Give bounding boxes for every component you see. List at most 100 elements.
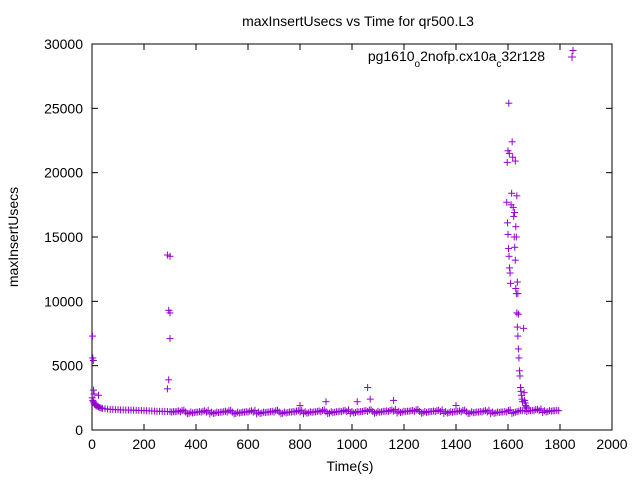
x-axis: 0 200 400 600 800 1000 1200 1400 1600 1800 2000 [88, 44, 628, 452]
data-point [273, 406, 281, 414]
data-point [515, 354, 523, 362]
x-tick-label: 800 [288, 436, 312, 452]
data-point [509, 153, 517, 161]
data-point [514, 310, 522, 318]
x-tick-label: 1200 [388, 436, 419, 452]
data-point [204, 406, 212, 414]
data-point [505, 149, 513, 157]
data-point [89, 357, 97, 365]
data-point [513, 192, 521, 200]
data-point [555, 407, 563, 415]
y-tick-label: 30000 [44, 36, 83, 52]
legend-label: pg1610o2nofp.cx10ac32r128 [368, 48, 545, 70]
y-tick-label: 25000 [44, 100, 83, 116]
data-point [166, 309, 174, 317]
data-point [511, 157, 519, 165]
data-point [505, 252, 513, 260]
data-point [452, 402, 460, 410]
y-tick-label: 15000 [44, 229, 83, 245]
x-tick-label: 2000 [596, 436, 627, 452]
data-series [88, 46, 577, 418]
data-point [512, 223, 520, 231]
data-point [517, 387, 525, 395]
x-tick-label: 1800 [544, 436, 575, 452]
data-point [504, 406, 512, 414]
data-point [505, 245, 513, 253]
data-point [322, 398, 330, 406]
data-point [438, 406, 446, 414]
y-tick-label: 20000 [44, 165, 83, 181]
data-point [461, 406, 469, 414]
plot-frame [91, 43, 613, 431]
data-point [515, 367, 523, 375]
y-tick-label: 10000 [44, 293, 83, 309]
data-point [523, 404, 531, 412]
x-tick-label: 1400 [440, 436, 471, 452]
data-point [165, 376, 173, 384]
data-point [511, 243, 519, 251]
data-point [95, 391, 102, 399]
data-point [513, 278, 521, 286]
data-point [505, 99, 513, 107]
data-point [485, 406, 493, 414]
data-point [163, 385, 171, 393]
y-axis-title: maxInsertUsecs [5, 187, 21, 287]
data-point [508, 138, 516, 146]
data-point [364, 384, 372, 392]
data-point [510, 409, 518, 417]
data-point [390, 396, 398, 404]
data-point [503, 198, 511, 206]
data-point [506, 406, 514, 414]
data-point [513, 408, 521, 416]
data-point [320, 406, 328, 414]
data-point [503, 219, 511, 227]
data-point [512, 284, 520, 292]
data-point [508, 409, 516, 417]
data-point [353, 398, 361, 406]
data-point [503, 158, 511, 166]
data-point [414, 406, 422, 414]
data-point [296, 402, 304, 410]
x-tick-label: 600 [236, 436, 260, 452]
data-point [89, 332, 97, 340]
x-tick-label: 1000 [336, 436, 367, 452]
data-point [513, 309, 521, 317]
x-tick-label: 200 [132, 436, 156, 452]
data-point [90, 390, 98, 398]
x-axis-title: Time(s) [327, 458, 374, 474]
data-point [511, 256, 519, 264]
data-point [509, 203, 517, 211]
x-tick-label: 400 [184, 436, 208, 452]
data-point [514, 332, 522, 340]
data-point [507, 279, 515, 287]
data-point [537, 405, 545, 413]
data-point [511, 408, 519, 416]
data-point [180, 406, 188, 414]
y-tick-label: 5000 [52, 358, 83, 374]
y-tick-label: 0 [75, 422, 83, 438]
data-point [512, 233, 520, 241]
data-point [508, 189, 516, 197]
x-tick-label: 1600 [492, 436, 523, 452]
data-point [391, 405, 399, 413]
data-point [506, 264, 514, 272]
data-point [520, 389, 528, 397]
data-point [520, 324, 528, 332]
data-point [514, 290, 522, 298]
y-axis: 0 5000 10000 15000 20000 25000 30000 [44, 36, 612, 438]
data-point [298, 406, 306, 414]
data-point [506, 269, 514, 277]
chart-title: maxInsertUsecs vs Time for qr500.L3 [242, 13, 474, 29]
data-point [251, 406, 259, 414]
data-point [516, 384, 524, 392]
data-point [510, 212, 518, 220]
data-point [514, 345, 522, 353]
data-point [569, 46, 577, 54]
x-tick-label: 0 [88, 436, 96, 452]
data-point [522, 403, 530, 411]
data-point [511, 209, 518, 217]
data-point [516, 372, 524, 380]
data-point [366, 395, 374, 403]
data-point [345, 406, 353, 414]
